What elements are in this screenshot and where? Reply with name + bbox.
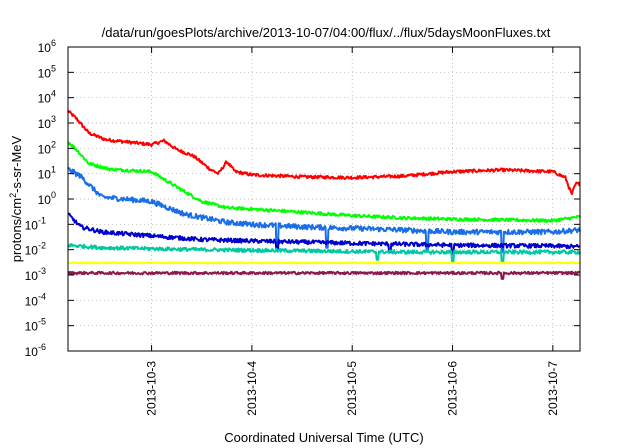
ticks: 10-6 10-5 10-4 10-3 10-2 10-1 100 101 102 103 104 1…: [25, 38, 580, 416]
y-tick-label: 103: [38, 114, 56, 131]
y-axis-label: protons/cm2-s-sr-MeV: [8, 135, 24, 262]
y-tick-label: 10-2: [25, 241, 46, 258]
y-tick-label: 104: [38, 89, 56, 106]
y-tick-label: 10-4: [25, 291, 46, 308]
x-axis-label: Coordinated Universal Time (UTC): [224, 430, 423, 445]
y-axis-label-sup: 2: [8, 193, 18, 198]
series-group: [67, 110, 581, 280]
series-line: [67, 166, 581, 254]
series-line: [67, 261, 581, 265]
y-axis-label-main: protons/cm: [9, 198, 24, 262]
x-tick-label: 2013-10-6: [446, 361, 460, 416]
x-tick-label: 2013-10-4: [245, 361, 259, 416]
y-tick-label: 10-3: [25, 266, 46, 283]
x-tick-label: 2013-10-5: [345, 361, 359, 416]
y-tick-label: 105: [38, 63, 56, 80]
y-tick-label: 102: [38, 139, 56, 156]
y-tick-label: 10-6: [25, 342, 46, 359]
y-tick-label: 10-1: [25, 215, 46, 232]
y-tick-label: 10-5: [25, 317, 46, 334]
y-tick-label: 106: [38, 38, 56, 55]
series-line: [67, 270, 581, 280]
series-line: [67, 141, 581, 223]
series-line: [67, 243, 581, 264]
y-axis-label-rest: -s-sr-MeV: [9, 135, 24, 192]
series-line: [67, 110, 581, 195]
series-line: [67, 212, 581, 255]
x-tick-label: 2013-10-7: [546, 361, 560, 416]
y-tick-label: 101: [38, 165, 56, 182]
chart-title: /data/run/goesPlots/archive/2013-10-07/0…: [102, 25, 551, 40]
x-tick-label: 2013-10-3: [145, 361, 159, 416]
y-tick-label: 100: [38, 190, 56, 207]
